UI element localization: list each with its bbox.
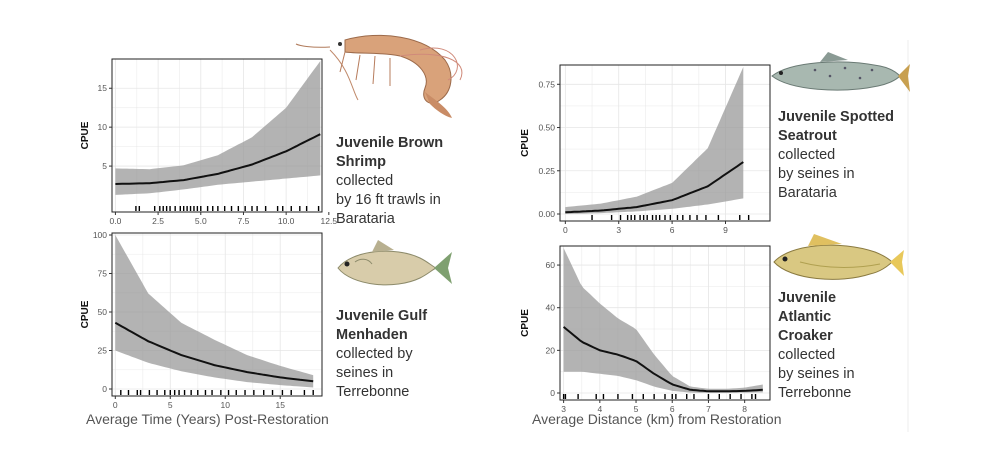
caption-title-line: Juvenile Spotted xyxy=(778,109,894,125)
x-tick-label: 8 xyxy=(742,404,747,414)
chart-spotted-seatrout: 0 3 6 9 0.00 0.25 0.50 0.75 CPUE xyxy=(520,64,771,235)
x-tick-label: 5 xyxy=(168,400,173,410)
plot-frame xyxy=(559,245,771,401)
x-tick-label: 3 xyxy=(616,225,621,235)
caption-line: collected xyxy=(778,147,835,163)
y-tick-label: 0 xyxy=(102,384,107,394)
caption-brown-shrimp: Juvenile Brown Shrimp collected by 16 ft… xyxy=(336,135,443,227)
y-tick-label: 0.50 xyxy=(538,123,555,133)
x-tick-label: 10 xyxy=(221,400,231,410)
x-tick-label: 5 xyxy=(634,404,639,414)
caption-title-line: Seatrout xyxy=(778,128,837,144)
caption-title-line: Juvenile Brown xyxy=(336,135,443,151)
y-tick-label: 60 xyxy=(546,260,556,270)
x-tick-label: 12.5 xyxy=(321,216,338,226)
y-tick-label: 100 xyxy=(93,230,107,240)
y-tick-label: 10 xyxy=(98,122,108,132)
x-tick-label: 7.5 xyxy=(238,216,250,226)
caption-line: by seines in xyxy=(778,166,855,182)
x-tick-label: 10.0 xyxy=(278,216,295,226)
y-axis-label: CPUE xyxy=(520,129,531,157)
plot-frame xyxy=(111,58,323,213)
chart-atlantic-croaker: 3 4 5 6 7 8 0 20 40 60 CPUE xyxy=(520,245,771,414)
x-tick-label: 6 xyxy=(670,404,675,414)
caption-line: by seines in xyxy=(778,366,855,382)
croaker-fish-icon xyxy=(773,234,904,280)
y-tick-label: 0.00 xyxy=(538,209,555,219)
caption-title-line: Juvenile Gulf xyxy=(336,308,427,324)
caption-title-line: Atlantic xyxy=(778,309,831,325)
caption-line: collected xyxy=(778,347,835,363)
y-tick-label: 50 xyxy=(98,307,108,317)
shrimp-icon xyxy=(295,34,463,118)
confidence-band xyxy=(565,67,744,214)
fitted-line xyxy=(114,321,314,383)
caption-atlantic-croaker: Juvenile Atlantic Croaker collected by s… xyxy=(778,290,855,401)
x-tick-label: 0 xyxy=(563,225,568,235)
caption-line: Terrebonne xyxy=(778,385,851,401)
caption-line: collected xyxy=(336,173,393,189)
x-tick-label: 3 xyxy=(561,404,566,414)
fitted-line xyxy=(115,133,321,185)
menhaden-fish-icon xyxy=(337,240,452,286)
caption-line: Barataria xyxy=(336,211,396,227)
plot-frame xyxy=(559,64,771,222)
y-tick-label: 40 xyxy=(546,303,556,313)
y-axis-label: CPUE xyxy=(80,121,91,149)
x-tick-label: 15 xyxy=(275,400,285,410)
fitted-line xyxy=(562,326,763,393)
caption-line: by 16 ft trawls in xyxy=(336,192,441,208)
caption-title-line: Shrimp xyxy=(336,154,386,170)
y-tick-label: 75 xyxy=(98,269,108,279)
caption-title-line: Menhaden xyxy=(336,327,408,343)
caption-gulf-menhaden: Juvenile Gulf Menhaden collected by sein… xyxy=(336,308,427,400)
y-tick-label: 0 xyxy=(550,388,555,398)
caption-title-line: Juvenile xyxy=(778,290,836,306)
caption-line: Terrebonne xyxy=(336,384,409,400)
x-tick-label: 6 xyxy=(670,225,675,235)
seatrout-fish-icon xyxy=(771,52,910,92)
chart-brown-shrimp: 0.0 2.5 5.0 7.5 10.0 12.5 5 10 15 CPUE xyxy=(80,58,338,226)
caption-title-line: Croaker xyxy=(778,328,833,344)
confidence-band xyxy=(563,248,763,393)
caption-line: seines in xyxy=(336,365,393,381)
x-tick-label: 5.0 xyxy=(195,216,207,226)
y-tick-label: 5 xyxy=(102,161,107,171)
confidence-band xyxy=(115,61,321,195)
x-tick-label: 7 xyxy=(706,404,711,414)
fitted-line xyxy=(565,161,744,214)
y-tick-label: 0.75 xyxy=(538,79,555,89)
y-tick-label: 0.25 xyxy=(538,166,555,176)
y-axis-label: CPUE xyxy=(80,300,91,328)
caption-line: Barataria xyxy=(778,185,838,201)
y-tick-label: 25 xyxy=(98,346,108,356)
y-tick-label: 20 xyxy=(546,345,556,355)
x-tick-label: 0 xyxy=(113,400,118,410)
caption-spotted-seatrout: Juvenile Spotted Seatrout collected by s… xyxy=(778,109,894,201)
x-axis-label-time: Average Time (Years) Post-Restoration xyxy=(86,411,329,427)
x-tick-label: 0.0 xyxy=(110,216,122,226)
confidence-band xyxy=(115,235,314,388)
chart-gulf-menhaden: 0 5 10 15 0 25 50 75 100 CPUE xyxy=(80,230,323,410)
plot-frame xyxy=(111,232,323,397)
x-tick-label: 2.5 xyxy=(152,216,164,226)
x-tick-label: 9 xyxy=(723,225,728,235)
x-tick-label: 4 xyxy=(597,404,602,414)
y-tick-label: 15 xyxy=(98,83,108,93)
y-axis-label: CPUE xyxy=(520,309,531,337)
x-axis-label-distance: Average Distance (km) from Restoration xyxy=(532,411,782,427)
caption-line: collected by xyxy=(336,346,413,362)
